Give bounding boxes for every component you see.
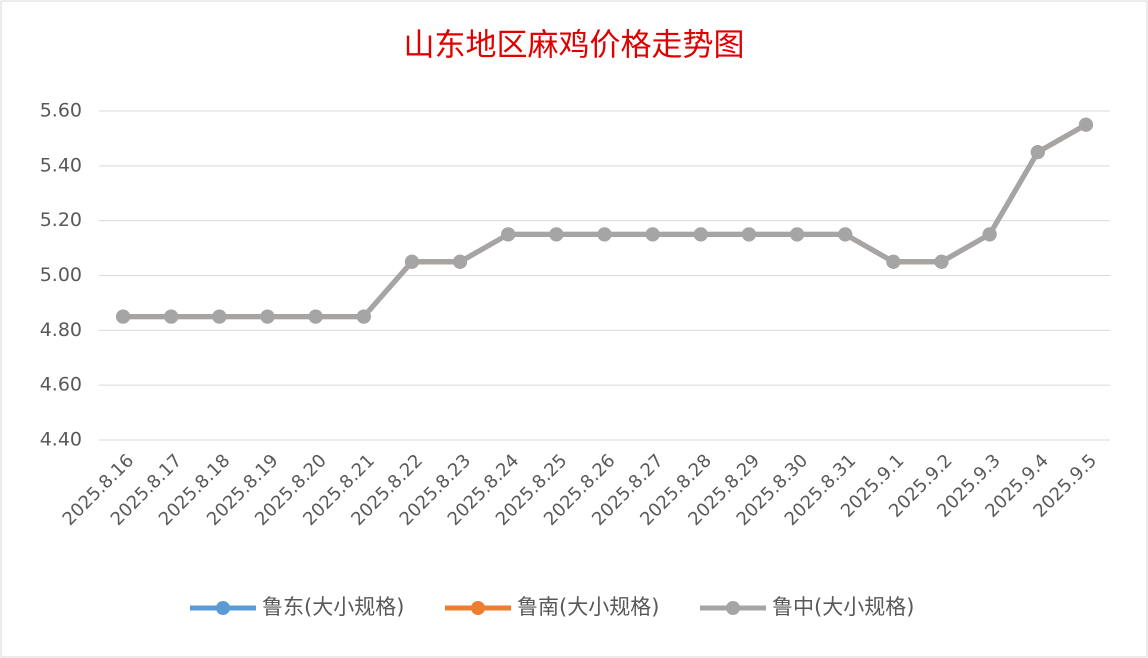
point [356, 309, 371, 324]
point [838, 227, 853, 242]
legend-label: 鲁中(大小规格) [772, 595, 914, 619]
legend-marker [471, 601, 485, 615]
point [164, 309, 179, 324]
y-tick-label: 4.80 [40, 319, 82, 341]
legend-marker [216, 601, 230, 615]
legend-marker [726, 601, 740, 615]
point [260, 309, 275, 324]
point [116, 309, 131, 324]
point [1030, 145, 1045, 160]
point [549, 227, 564, 242]
y-tick-label: 5.20 [40, 209, 82, 231]
point [934, 254, 949, 269]
chart-title: 山东地区麻鸡价格走势图 [404, 28, 745, 64]
point [982, 227, 997, 242]
y-tick-label: 5.00 [40, 264, 82, 286]
legend-label: 鲁南(大小规格) [517, 595, 659, 619]
point [404, 254, 419, 269]
point [308, 309, 323, 324]
point [453, 254, 468, 269]
point [741, 227, 756, 242]
point [597, 227, 612, 242]
point [212, 309, 227, 324]
legend-label: 鲁东(大小规格) [262, 595, 404, 619]
point [645, 227, 660, 242]
point [790, 227, 805, 242]
y-tick-label: 5.60 [40, 100, 82, 122]
y-tick-label: 4.60 [40, 374, 82, 396]
point [693, 227, 708, 242]
point [1078, 117, 1093, 132]
point [886, 254, 901, 269]
y-tick-label: 5.40 [40, 154, 82, 176]
point [501, 227, 516, 242]
y-tick-label: 4.40 [40, 429, 82, 451]
